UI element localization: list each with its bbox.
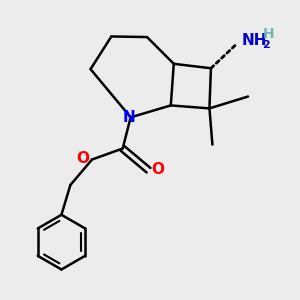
Text: O: O <box>151 162 164 177</box>
Text: N: N <box>123 110 136 125</box>
Text: NH: NH <box>241 32 267 47</box>
Text: O: O <box>76 151 90 166</box>
Text: 2: 2 <box>262 40 270 50</box>
Text: H: H <box>263 27 275 41</box>
